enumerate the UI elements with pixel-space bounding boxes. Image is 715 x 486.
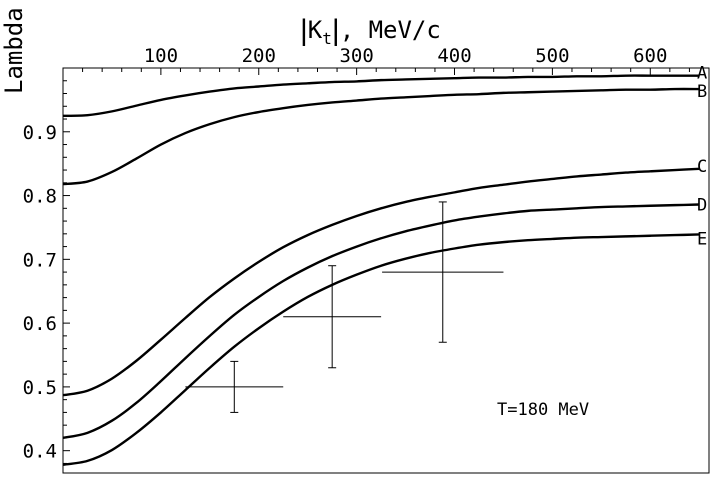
y-tick-label: 0.8: [23, 186, 57, 208]
y-tick-label: 0.4: [23, 441, 57, 463]
series-line-e: [62, 233, 700, 466]
y-axis-title: Lambda: [0, 7, 28, 94]
data-point: [283, 265, 382, 369]
series-line-d: [62, 203, 700, 440]
y-tick-label: 0.6: [23, 313, 57, 335]
data-point: [382, 201, 504, 343]
series-label-d: D: [697, 195, 707, 215]
x-tick-label: 400: [437, 45, 471, 67]
x-tick-label: 300: [339, 45, 373, 67]
x-tick-label: 600: [633, 45, 667, 67]
x-axis-title-bar-right: |: [332, 14, 340, 47]
y-tick-label: 0.9: [23, 122, 57, 144]
series-label-e: E: [697, 229, 707, 249]
curves: AB CDE: [62, 64, 707, 466]
series-line-b: [62, 87, 700, 186]
data-point: [185, 360, 284, 413]
series-line-c: [62, 167, 700, 397]
series-label-b: B: [697, 82, 707, 102]
x-tick-label: 100: [144, 45, 178, 67]
labels: |Kt|, MeV/c Lambda T=180 MeV: [0, 7, 589, 420]
x-axis-title: |Kt|, MeV/c: [300, 14, 441, 48]
series-line-a: [62, 74, 700, 118]
data-points: [185, 201, 504, 413]
x-tick-label: 500: [535, 45, 569, 67]
axis-ticks: 100 200 300 400 500 600 0.4 0.5 0.6 0.7 0.8 0.9: [23, 45, 710, 464]
y-tick-label: 0.7: [23, 249, 57, 271]
plot-border: [62, 67, 710, 474]
x-axis-title-bar-left: |: [300, 14, 308, 47]
x-tick-label: 200: [242, 45, 276, 67]
temperature-annotation: T=180 MeV: [497, 400, 589, 420]
series-label-c: C: [697, 157, 707, 177]
x-axis-title-suffix: , MeV/c: [340, 16, 441, 44]
plot-frame: [62, 67, 710, 474]
x-axis-title-sub: t: [322, 29, 332, 48]
y-tick-label: 0.5: [23, 377, 57, 399]
series-label-a: A: [697, 64, 707, 84]
x-axis-title-main: K: [308, 16, 323, 44]
